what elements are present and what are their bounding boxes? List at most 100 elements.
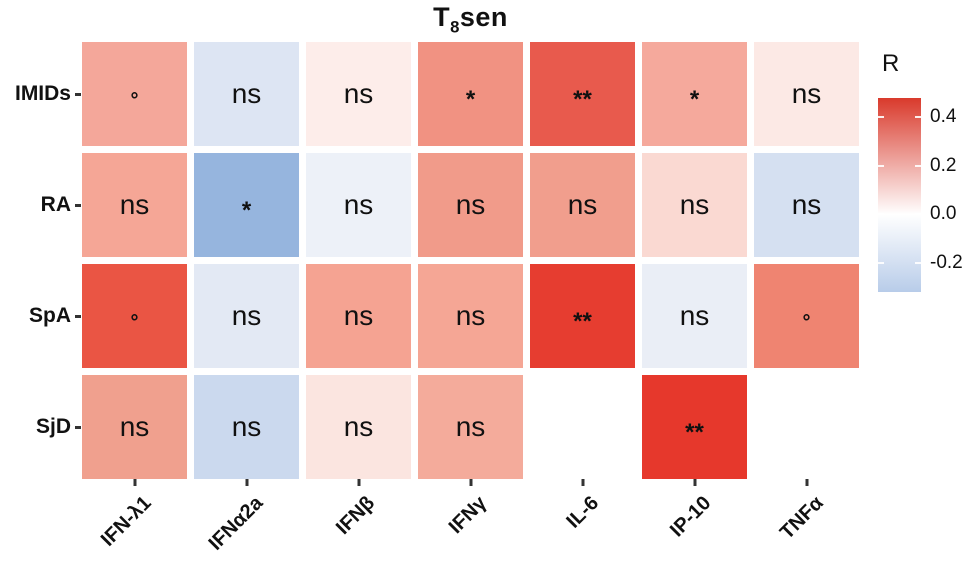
legend-title: R <box>882 50 900 77</box>
cell-significance: ns <box>343 411 374 442</box>
colorbar-tick-mark <box>915 262 921 264</box>
cell-significance: ns <box>231 300 262 331</box>
column-label: IL-6 <box>562 492 604 533</box>
row-label: IMIDs <box>14 82 71 105</box>
heatmap-cell-empty <box>530 375 635 479</box>
colorbar-tick-mark <box>878 116 884 118</box>
x-axis-column: IFN-λ1 <box>82 479 187 563</box>
row-tick-mark <box>75 92 81 96</box>
row-tick-mark <box>75 425 81 429</box>
y-axis-row: RA <box>0 153 81 257</box>
heatmap-cell: ns <box>194 375 299 479</box>
cell-significance: ns <box>231 411 262 442</box>
heatmap-cell: ns <box>306 153 411 257</box>
colorbar-tick-mark <box>878 262 884 264</box>
cell-significance: ns <box>343 189 374 220</box>
heatmap-cell: * <box>194 153 299 257</box>
heatmap-cell: * <box>642 42 747 146</box>
cell-significance: ns <box>455 189 486 220</box>
row-label: SjD <box>35 415 71 438</box>
colorbar <box>878 98 921 292</box>
column-label: IP-10 <box>665 492 716 542</box>
heatmap-cell: ns <box>306 375 411 479</box>
column-tick-mark <box>469 479 472 486</box>
column-tick-mark <box>133 479 136 486</box>
heatmap-cell: ns <box>754 153 859 257</box>
row-tick-mark <box>75 314 81 318</box>
cell-significance: ns <box>119 189 150 220</box>
heatmap-cell: ** <box>642 375 747 479</box>
heatmap-cell: ns <box>194 42 299 146</box>
cell-significance: ns <box>231 78 262 109</box>
row-tick-mark <box>75 203 81 207</box>
heatmap-grid: ° ns ns * ** * ns ns * ns ns ns ns ns ° ns ns ns ** ns ° ns ns… <box>82 42 859 479</box>
heatmap-cell: ns <box>418 375 523 479</box>
colorbar-tick-mark <box>915 213 921 215</box>
heatmap-cell: ns <box>418 264 523 368</box>
colorbar-tick-mark <box>878 213 884 215</box>
column-tick-mark <box>245 479 248 486</box>
cell-significance: ns <box>567 189 598 220</box>
x-axis-column: IFNγ <box>418 479 523 563</box>
heatmap-cell: ns <box>82 375 187 479</box>
y-axis-row: SpA <box>0 264 81 368</box>
x-axis-column: IP-10 <box>642 479 747 563</box>
cell-significance: ** <box>573 86 592 114</box>
row-label: SpA <box>29 304 71 327</box>
heatmap-cell: ns <box>82 153 187 257</box>
column-label: IFN-λ1 <box>96 492 156 551</box>
colorbar-tick-label: 0.2 <box>930 154 957 176</box>
cell-significance: ° <box>130 310 139 333</box>
cell-significance: ** <box>685 419 704 447</box>
heatmap-cell: ° <box>82 42 187 146</box>
plot-title: T8sen <box>82 2 859 37</box>
x-axis: IFN-λ1 IFNα2a IFNβ IFNγ IL-6 IP-10 TNFα <box>82 479 859 563</box>
heatmap-cell: ** <box>530 264 635 368</box>
heatmap-cell: ns <box>530 153 635 257</box>
cell-significance: ** <box>573 308 592 336</box>
cell-significance: ° <box>130 88 139 111</box>
column-label: IFNγ <box>445 492 492 539</box>
x-axis-column: IFNβ <box>306 479 411 563</box>
x-axis-column: IL-6 <box>530 479 635 563</box>
cell-significance: * <box>689 86 700 114</box>
colorbar-tick-mark <box>878 165 884 167</box>
heatmap-cell: ns <box>754 42 859 146</box>
cell-significance: * <box>241 197 252 225</box>
row-label: RA <box>40 193 71 216</box>
cell-significance: ns <box>119 411 150 442</box>
heatmap-cell: * <box>418 42 523 146</box>
plot-title-prefix: T <box>433 2 451 32</box>
column-tick-mark <box>357 479 360 486</box>
y-axis-row: IMIDs <box>0 42 81 146</box>
heatmap-cell-empty <box>754 375 859 479</box>
heatmap-cell: ns <box>306 42 411 146</box>
colorbar-tick-mark <box>915 165 921 167</box>
cell-significance: ° <box>802 310 811 333</box>
column-tick-mark <box>805 479 808 486</box>
y-axis-row: SjD <box>0 375 81 479</box>
column-label: IFNβ <box>332 492 380 539</box>
heatmap-cell: ns <box>642 153 747 257</box>
x-axis-column: IFNα2a <box>194 479 299 563</box>
plot-title-subscript: 8 <box>450 17 460 37</box>
cell-significance: ns <box>343 300 374 331</box>
cell-significance: ns <box>791 78 822 109</box>
colorbar-tick-label: 0.0 <box>930 203 957 225</box>
column-label: IFNα2a <box>204 492 268 555</box>
cell-significance: ns <box>455 300 486 331</box>
cell-significance: ns <box>455 411 486 442</box>
heatmap-cell: ns <box>642 264 747 368</box>
heatmap-cell: ns <box>306 264 411 368</box>
y-axis: IMIDs RA SpA SjD <box>0 42 81 479</box>
colorbar-tick-label: 0.4 <box>930 106 957 128</box>
heatmap-cell: ns <box>418 153 523 257</box>
cell-significance: * <box>465 86 476 114</box>
cell-significance: ns <box>343 78 374 109</box>
cell-significance: ns <box>679 300 710 331</box>
colorbar-tick-mark <box>915 116 921 118</box>
heatmap-cell: ° <box>754 264 859 368</box>
colorbar-tick-label: -0.2 <box>930 251 963 273</box>
heatmap-cell: ° <box>82 264 187 368</box>
